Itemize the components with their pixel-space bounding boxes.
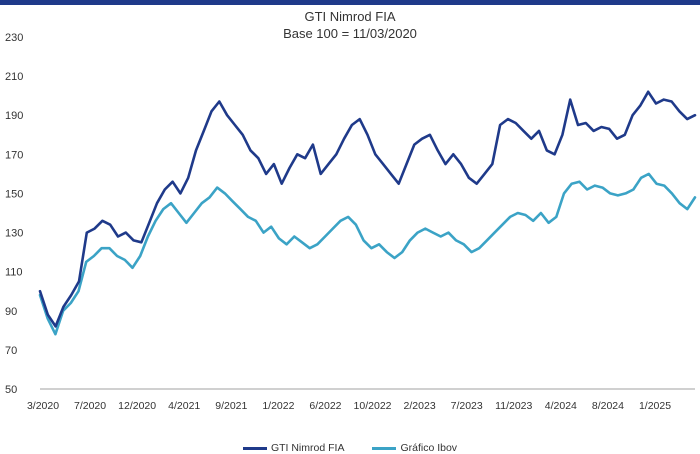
x-tick-label: 1/2025 <box>639 400 671 412</box>
line-chart: 50 70 90 110 130 150 170 190 210 230 3/2020 7/2020 1… <box>5 32 697 412</box>
y-tick-label: 150 <box>5 188 23 200</box>
y-tick-label: 50 <box>5 384 17 396</box>
y-tick-label: 90 <box>5 306 17 318</box>
legend-label-ibov: Gráfico Ibov <box>400 442 458 454</box>
y-tick-label: 70 <box>5 345 17 357</box>
legend-swatch-gti <box>242 446 267 450</box>
x-tick-label: 4/2021 <box>168 400 200 412</box>
x-tick-label: 9/2021 <box>215 400 247 412</box>
series-line-ibov <box>38 172 697 336</box>
x-tick-label: 4/2024 <box>545 400 577 412</box>
chart-title: GTI Nimrod FIA <box>304 9 396 24</box>
x-tick-label: 12/2020 <box>118 400 156 412</box>
y-tick-label: 170 <box>5 149 23 161</box>
series-line-gti <box>38 90 697 328</box>
y-tick-label: 210 <box>5 71 23 83</box>
x-tick-label: 11/2023 <box>495 400 532 412</box>
x-tick-label: 8/2024 <box>592 400 624 412</box>
x-tick-label: 1/2022 <box>262 400 294 412</box>
y-tick-label: 130 <box>5 228 23 240</box>
x-tick-label: 7/2020 <box>74 400 106 412</box>
x-tick-label: 6/2022 <box>309 400 341 412</box>
x-tick-label: 10/2022 <box>354 400 392 412</box>
legend-item-gti: GTI Nimrod FIA <box>242 442 345 454</box>
y-tick-label: 110 <box>5 267 23 279</box>
chart-legend: GTI Nimrod FIA Gráfico Ibov <box>0 442 700 454</box>
legend-item-ibov: Gráfico Ibov <box>372 442 457 454</box>
y-tick-label: 230 <box>5 32 23 44</box>
chart-subtitle: Base 100 = 11/03/2020 <box>283 26 417 41</box>
y-tick-label: 190 <box>5 110 23 122</box>
legend-swatch-ibov <box>372 446 397 450</box>
top-accent-band <box>0 0 700 5</box>
x-tick-label: 7/2023 <box>451 400 483 412</box>
x-tick-label: 2/2023 <box>404 400 436 412</box>
x-tick-label: 3/2020 <box>27 400 59 412</box>
legend-label-gti: GTI Nimrod FIA <box>270 442 345 454</box>
